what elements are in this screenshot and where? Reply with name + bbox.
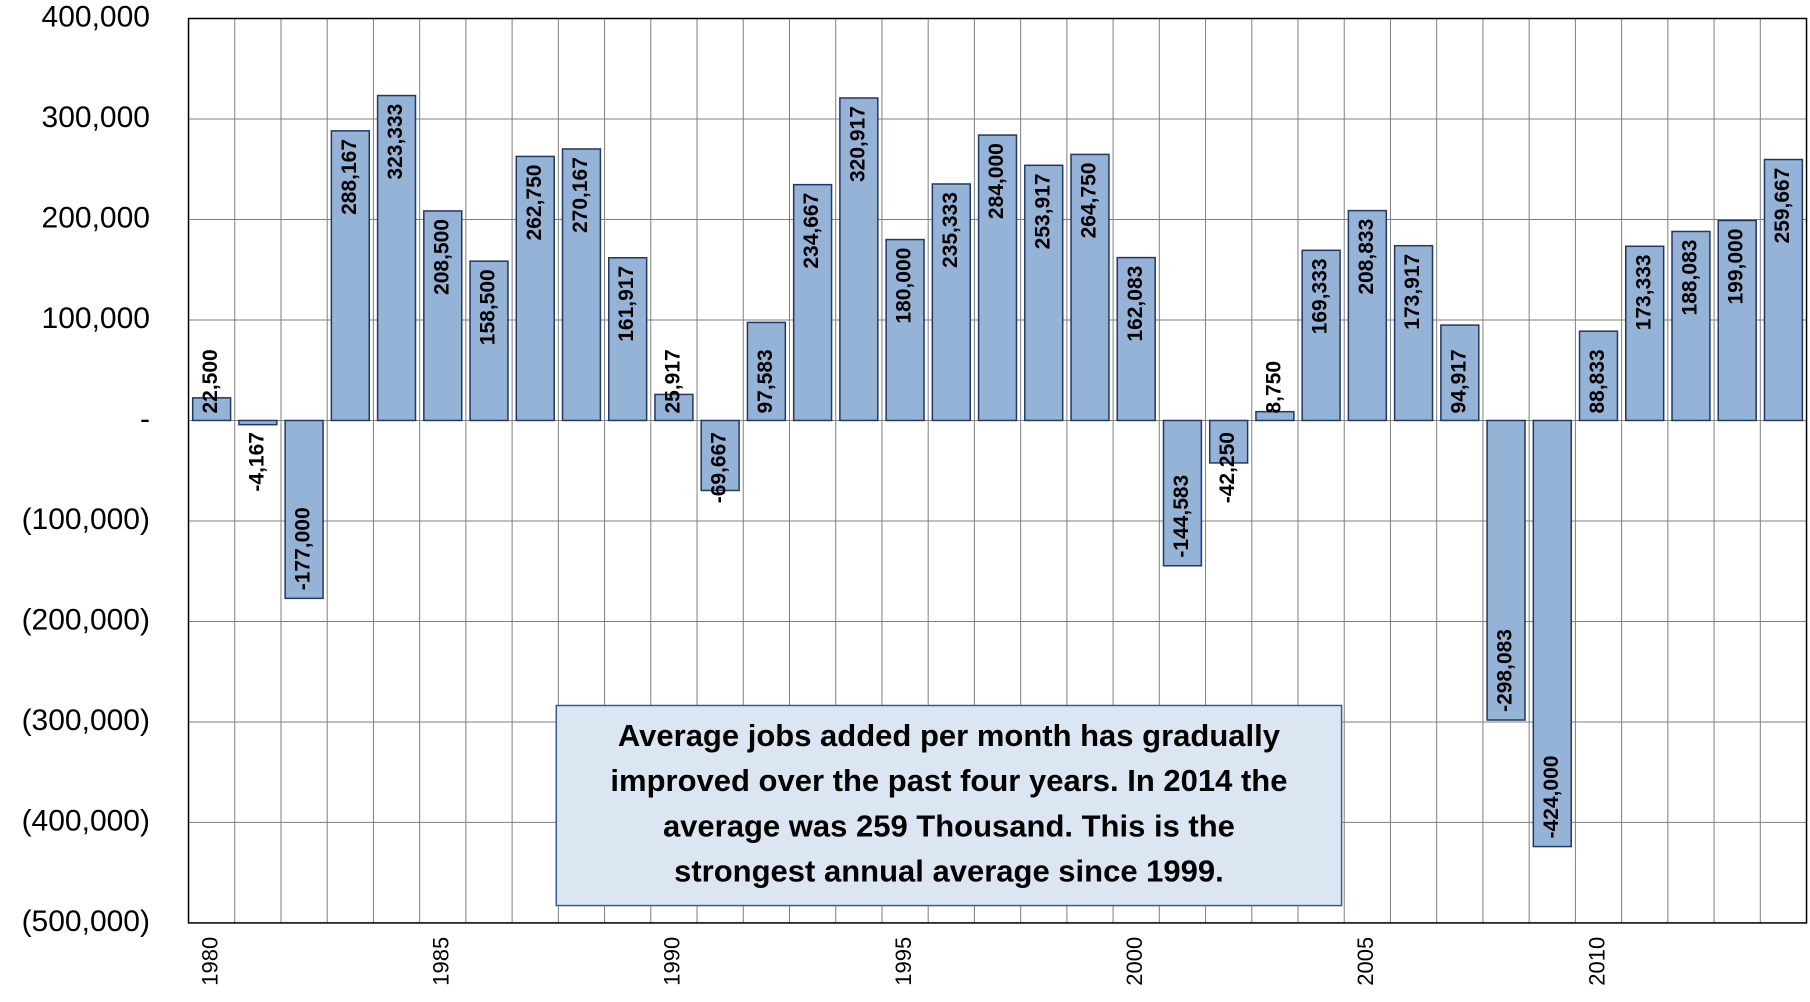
- data-label: 208,833: [1355, 219, 1378, 295]
- x-tick-label: 1995: [891, 937, 916, 986]
- data-label: 25,917: [661, 349, 684, 413]
- x-tick-label: 2005: [1353, 937, 1378, 986]
- data-label: 284,000: [985, 143, 1008, 219]
- data-label: 8,750: [1262, 361, 1285, 414]
- bar: [1532, 419, 1572, 848]
- bar: [885, 238, 925, 422]
- data-label: 208,500: [430, 219, 453, 295]
- data-label: 22,500: [199, 349, 222, 413]
- data-label: 270,167: [569, 157, 592, 233]
- bar: [561, 148, 602, 422]
- bar: [931, 183, 971, 422]
- bar: [1486, 419, 1526, 721]
- bar: [1208, 419, 1249, 464]
- bar: [1070, 153, 1110, 422]
- x-tick-label: 1990: [660, 937, 685, 986]
- bar: [1393, 244, 1434, 422]
- bar: [746, 321, 787, 422]
- data-label: 88,833: [1586, 349, 1609, 413]
- data-label: 94,917: [1447, 349, 1470, 413]
- bar: [1162, 419, 1203, 567]
- bar: [792, 183, 833, 422]
- data-label: 188,083: [1679, 240, 1702, 316]
- y-tick-label: (400,000): [22, 804, 150, 837]
- bar: [1301, 249, 1341, 422]
- data-label: 162,083: [1124, 266, 1147, 342]
- bar: [1763, 158, 1804, 422]
- bar: [191, 397, 232, 422]
- data-label: 97,583: [754, 349, 777, 413]
- y-tick-label: 400,000: [42, 0, 150, 33]
- bar: [423, 210, 463, 422]
- bar: [1440, 324, 1480, 422]
- bar: [654, 393, 694, 422]
- annotation-line: improved over the past four years. In 20…: [610, 763, 1287, 798]
- bar: [1578, 330, 1619, 422]
- plot-frame: [187, 17, 1808, 924]
- bar: [376, 94, 417, 422]
- data-label: -69,667: [708, 432, 731, 503]
- data-label: 235,333: [939, 192, 962, 268]
- x-tick-label: 1980: [197, 937, 222, 986]
- x-tick-label: 1985: [429, 937, 454, 986]
- y-tick-label: 100,000: [42, 302, 150, 335]
- data-label: -144,583: [1170, 475, 1193, 558]
- bar: [1255, 410, 1295, 422]
- data-label: 173,333: [1632, 254, 1655, 330]
- data-label: 288,167: [338, 139, 361, 215]
- data-label: 180,000: [893, 248, 916, 324]
- y-tick-label: (300,000): [22, 704, 150, 737]
- y-tick-label: -: [140, 402, 150, 435]
- data-label: -4,167: [245, 432, 268, 492]
- annotation-line: Average jobs added per month has gradual…: [618, 718, 1281, 753]
- bar: [330, 130, 371, 422]
- data-label: 173,917: [1401, 254, 1424, 330]
- bar: [1671, 230, 1711, 422]
- data-label: 323,333: [384, 104, 407, 180]
- bar: [977, 134, 1018, 422]
- data-label: 253,917: [1031, 173, 1054, 249]
- annotation-line: average was 259 Thousand. This is the: [663, 808, 1235, 843]
- bar: [515, 155, 555, 422]
- data-label: -424,000: [1540, 756, 1563, 839]
- data-label: 199,000: [1725, 229, 1748, 305]
- data-label: -177,000: [292, 507, 315, 590]
- y-tick-label: (200,000): [22, 603, 150, 636]
- bar: [1116, 256, 1156, 422]
- x-tick-label: 2010: [1584, 937, 1609, 986]
- data-label: -298,083: [1494, 629, 1517, 712]
- bar: [469, 260, 509, 422]
- data-label: 259,667: [1771, 168, 1794, 244]
- bar: [1024, 164, 1064, 422]
- data-label: 158,500: [477, 269, 500, 345]
- bar: [238, 419, 278, 426]
- annotation-line: strongest annual average since 1999.: [674, 853, 1224, 888]
- bar: [700, 419, 740, 492]
- bar: [1625, 245, 1665, 422]
- y-tick-label: 200,000: [42, 201, 150, 234]
- data-label: 161,917: [615, 266, 638, 342]
- bar: [1347, 209, 1388, 422]
- y-tick-label: (500,000): [22, 905, 150, 938]
- data-label: 262,750: [523, 165, 546, 241]
- annotation-box: [555, 704, 1343, 907]
- data-label: -42,250: [1216, 432, 1239, 503]
- data-label: 264,750: [1078, 163, 1101, 239]
- x-tick-label: 2000: [1122, 937, 1147, 986]
- data-label: 234,667: [800, 193, 823, 269]
- bar: [284, 419, 324, 600]
- data-label: 320,917: [846, 106, 869, 182]
- bar: [1717, 219, 1757, 422]
- bar: [839, 97, 879, 422]
- bar: [607, 257, 648, 422]
- data-label: 169,333: [1309, 258, 1332, 334]
- y-tick-label: 300,000: [42, 101, 150, 134]
- y-tick-label: (100,000): [22, 503, 150, 536]
